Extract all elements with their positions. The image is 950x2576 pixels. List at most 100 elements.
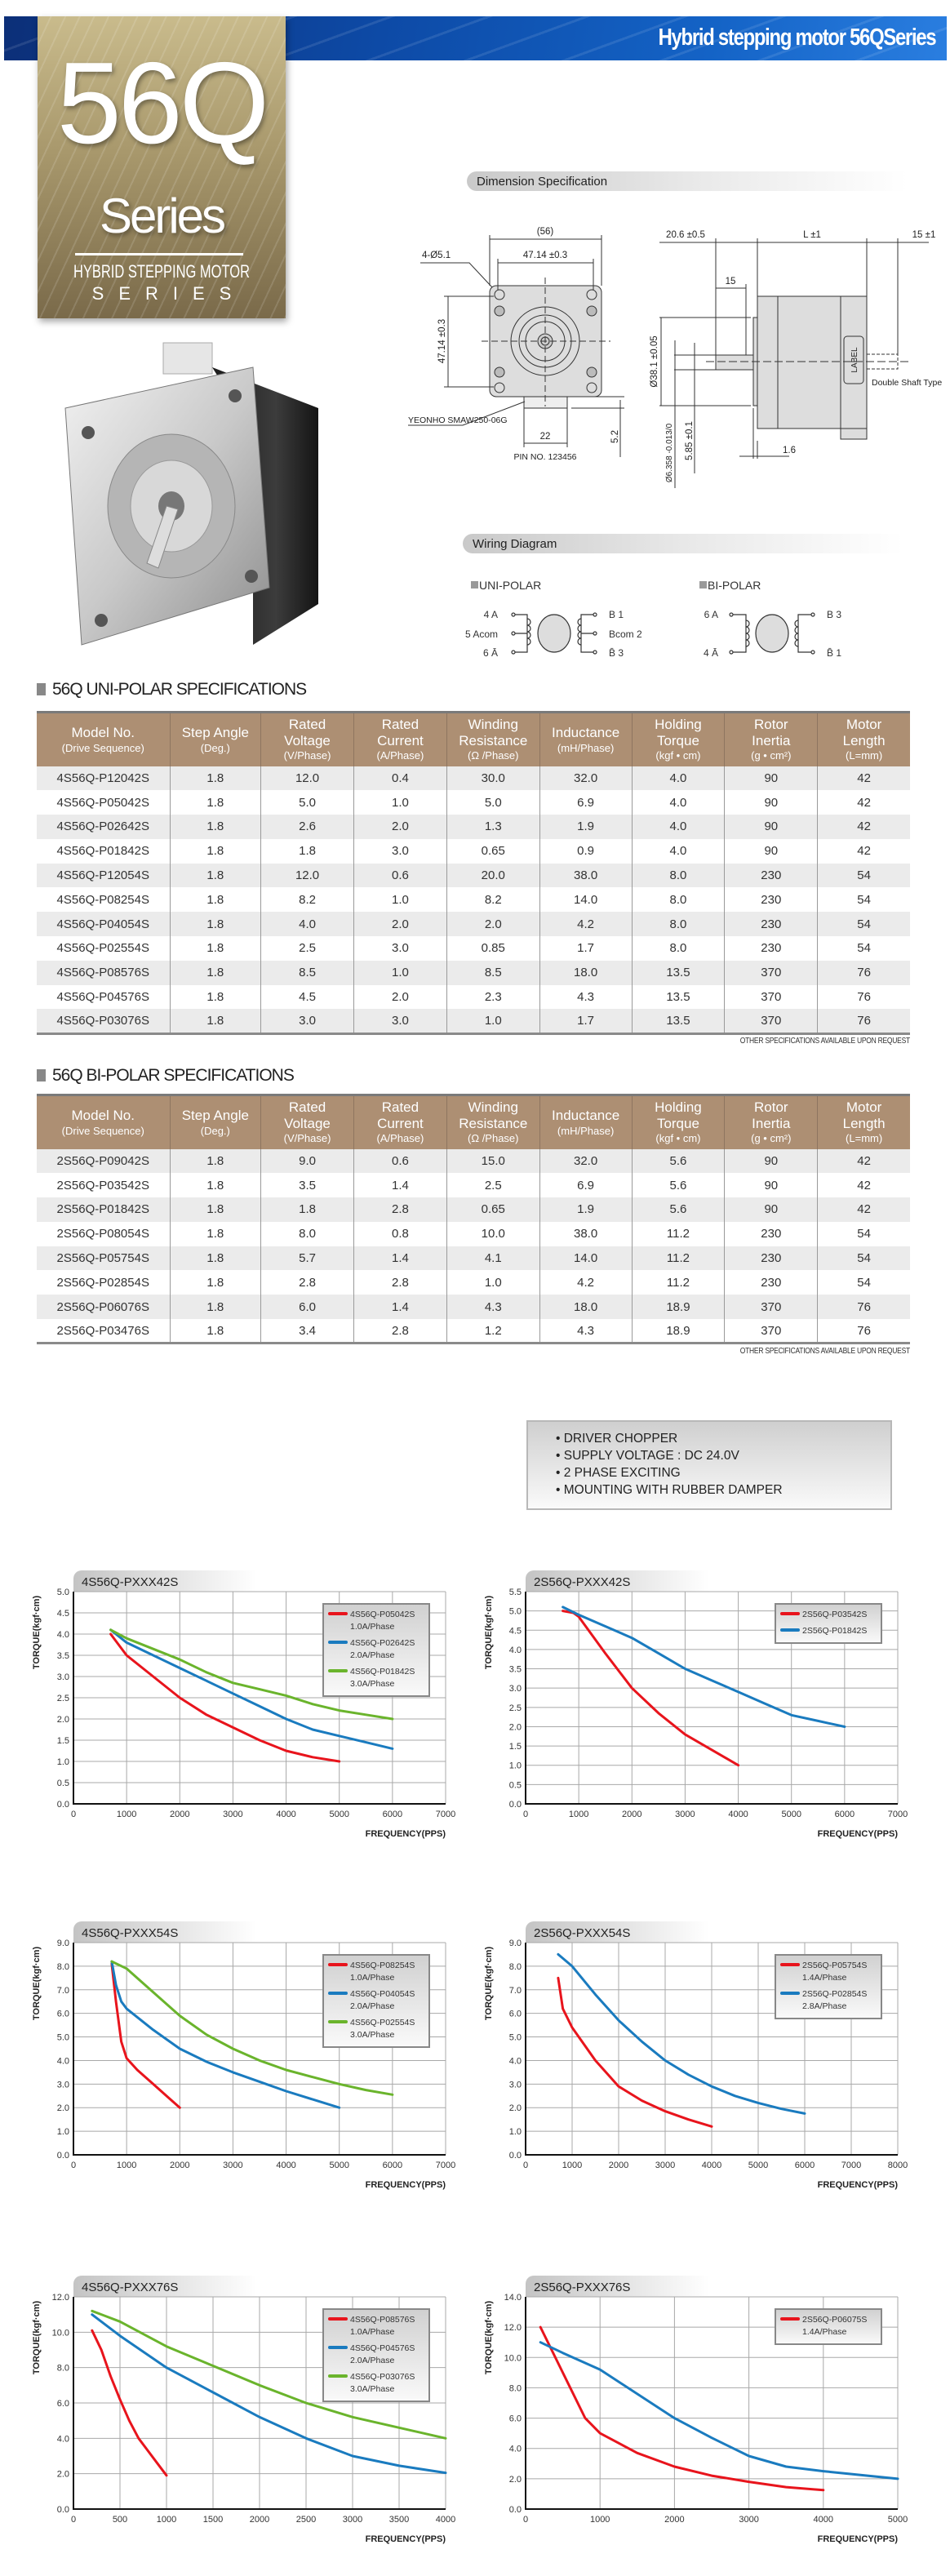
- column-header: Rated Current (A/Phase): [353, 712, 447, 766]
- table-cell: 0.9: [539, 838, 633, 864]
- column-name: Motor Length: [842, 1099, 886, 1131]
- x-tick-label: 7000: [888, 1810, 908, 1819]
- table-cell: 4S56Q-P05042S: [56, 795, 149, 810]
- x-axis-label: FREQUENCY(PPS): [818, 1829, 899, 1839]
- table-cell: 8.0: [631, 863, 725, 888]
- y-axis-label: TORQUE(kgf·cm): [32, 2301, 42, 2375]
- table-cell: 1.8: [260, 838, 354, 864]
- badge-series: Series: [99, 189, 226, 243]
- table-cell: 1.0: [446, 1009, 540, 1034]
- legend-box: [322, 1603, 430, 1697]
- table-cell: 1.8: [169, 1148, 261, 1174]
- table-cell: 3.0: [353, 838, 447, 864]
- y-tick-label: 9.0: [57, 1939, 69, 1948]
- legend-label: 4S56Q-P08576S: [350, 2315, 415, 2325]
- table-row: 4S56Q-P08254S 1.8 8.2 1.0 8.2 14.0 8.0 230 54: [37, 887, 910, 913]
- bi-pin-a: 6 A: [704, 609, 718, 620]
- table-cell: 4S56Q-P02642S: [37, 815, 170, 839]
- y-tick-label: 0.0: [57, 1800, 69, 1810]
- table-cell: 1.3: [446, 815, 540, 839]
- x-tick-label: 1000: [117, 2161, 136, 2170]
- legend-label: 4S56Q-P04054S: [350, 1989, 415, 1999]
- dimension-title: Dimension Specification: [477, 175, 608, 189]
- table-cell: 4S56Q-P08254S: [56, 892, 149, 907]
- y-tick-label: 10.0: [504, 2353, 522, 2363]
- table-row: 4S56Q-P04054S 1.8 4.0 2.0 2.0 4.2 8.0 230 54: [37, 912, 910, 937]
- table-row: 2S56Q-P06076S 1.8 6.0 1.4 4.3 18.0 18.9 370 76: [37, 1295, 910, 1320]
- uni-pin-abar: 6 Ā: [483, 647, 498, 659]
- dim-conn-width: 22: [540, 432, 551, 442]
- y-tick-label: 8.0: [509, 2383, 522, 2393]
- column-name: Winding Resistance: [459, 1099, 528, 1131]
- y-tick-label: 2.0: [57, 1715, 69, 1725]
- y-tick-label: 3.0: [57, 2080, 69, 2090]
- legend-label: 4S56Q-P03076S: [350, 2372, 415, 2382]
- x-tick-label: 7000: [436, 1810, 455, 1819]
- column-name: Rated Current: [377, 1099, 424, 1131]
- legend-box: [775, 1603, 882, 1644]
- x-tick-label: 0: [71, 2161, 76, 2170]
- x-tick-label: 2500: [296, 2515, 316, 2525]
- bi-table-note: OTHER SPECIFICATIONS AVAILABLE UPON REQU…: [739, 1347, 910, 1356]
- torque-chart-4s56q-42s: 4S56Q-PXXX42S 0.0 0.5 1.0 1.5 2.0 2.5 3.0 3.5 4.0…: [32, 1570, 455, 1839]
- table-cell: 5.6: [631, 1197, 725, 1222]
- y-tick-label: 2.0: [57, 2470, 69, 2480]
- x-tick-label: 3000: [223, 1810, 242, 1819]
- legend-label: 2S56Q-P06075S: [802, 2315, 867, 2325]
- table-cell: 2.8: [353, 1319, 447, 1344]
- column-unit: (mH/Phase): [557, 1124, 615, 1137]
- x-tick-label: 0: [523, 2161, 528, 2170]
- table-cell: 2.8: [260, 1270, 354, 1295]
- column-header: Model No. (Drive Sequence): [37, 712, 170, 766]
- table-row: 2S56Q-P08054S 1.8 8.0 0.8 10.0 38.0 11.2 230 54: [37, 1221, 910, 1246]
- uni-polar-spec-table: Model No. (Drive Sequence) Step Angle (Deg.…: [37, 711, 910, 1035]
- badge-model: 56Q: [56, 38, 269, 168]
- table-cell: 4S56Q-P04576S: [56, 990, 149, 1005]
- table-cell: 8.2: [446, 887, 540, 913]
- driver-item: • SUPPLY VOLTAGE : DC 24.0V: [556, 1449, 739, 1463]
- column-unit: (kgf • cm): [655, 749, 701, 762]
- table-cell: 90: [724, 815, 818, 839]
- chart-title: 4S56Q-PXXX54S: [82, 1926, 178, 1940]
- legend-sublabel: 1.0A/Phase: [350, 1973, 394, 1983]
- legend-sublabel: 3.0A/Phase: [350, 2384, 394, 2394]
- chart-title: 2S56Q-PXXX76S: [534, 2281, 630, 2294]
- table-cell: 76: [817, 1009, 910, 1034]
- column-header: Winding Resistance (Ω /Phase): [446, 712, 540, 766]
- table-cell: 230: [724, 1246, 818, 1271]
- table-row: 2S56Q-P01842S 1.8 1.8 2.8 0.65 1.9 5.6 90 42: [37, 1197, 910, 1222]
- series-line: [539, 2341, 899, 2481]
- table-cell: 5.0: [260, 790, 354, 815]
- legend-sublabel: 1.4A/Phase: [802, 2327, 846, 2337]
- table-cell: 1.9: [539, 1197, 633, 1222]
- chart-title-tab: [526, 2276, 709, 2297]
- table-cell: 38.0: [539, 1221, 633, 1246]
- x-tick-label: 0: [71, 1810, 76, 1819]
- table-cell: 4.2: [539, 912, 633, 937]
- table-cell: 1.8: [169, 936, 261, 961]
- column-name: Rated Voltage: [284, 717, 331, 748]
- bi-polar-heading: 56Q BI-POLAR SPECIFICATIONS: [37, 1066, 295, 1086]
- table-cell: 230: [724, 863, 818, 888]
- table-row: 4S56Q-P12042S 1.8 12.0 0.4 30.0 32.0 4.0 90 42: [37, 766, 910, 791]
- table-header-row: Model No. (Drive Sequence) Step Angle (Deg.…: [37, 712, 910, 766]
- table-cell: 4.3: [446, 1295, 540, 1320]
- dim-flat-depth: 5.85 ±0.1: [685, 421, 695, 460]
- table-cell: 8.2: [260, 887, 354, 913]
- y-tick-label: 4.0: [57, 1630, 69, 1640]
- table-cell: 32.0: [539, 766, 633, 791]
- chart-title-tab: [526, 1921, 709, 1943]
- chart-title: 4S56Q-PXXX76S: [82, 2281, 178, 2294]
- y-axis-label: TORQUE(kgf·cm): [32, 1947, 42, 2021]
- legend-sublabel: 1.0A/Phase: [350, 1622, 394, 1632]
- table-row: 4S56Q-P01842S 1.8 1.8 3.0 0.65 0.9 4.0 90 42: [37, 838, 910, 864]
- table-cell: 370: [724, 1295, 818, 1320]
- series-badge: 56Q Series HYBRID STEPPING MOTOR SERIES: [38, 16, 286, 318]
- table-cell: 3.0: [353, 936, 447, 961]
- x-tick-label: 3500: [389, 2515, 409, 2525]
- y-tick-label: 10.0: [52, 2328, 69, 2338]
- table-row: 4S56Q-P02642S 1.8 2.6 2.0 1.3 1.9 4.0 90 42: [37, 815, 910, 839]
- table-cell: 54: [817, 912, 910, 937]
- table-cell: 4S56Q-P12054S: [37, 863, 170, 888]
- y-tick-label: 14.0: [504, 2293, 522, 2303]
